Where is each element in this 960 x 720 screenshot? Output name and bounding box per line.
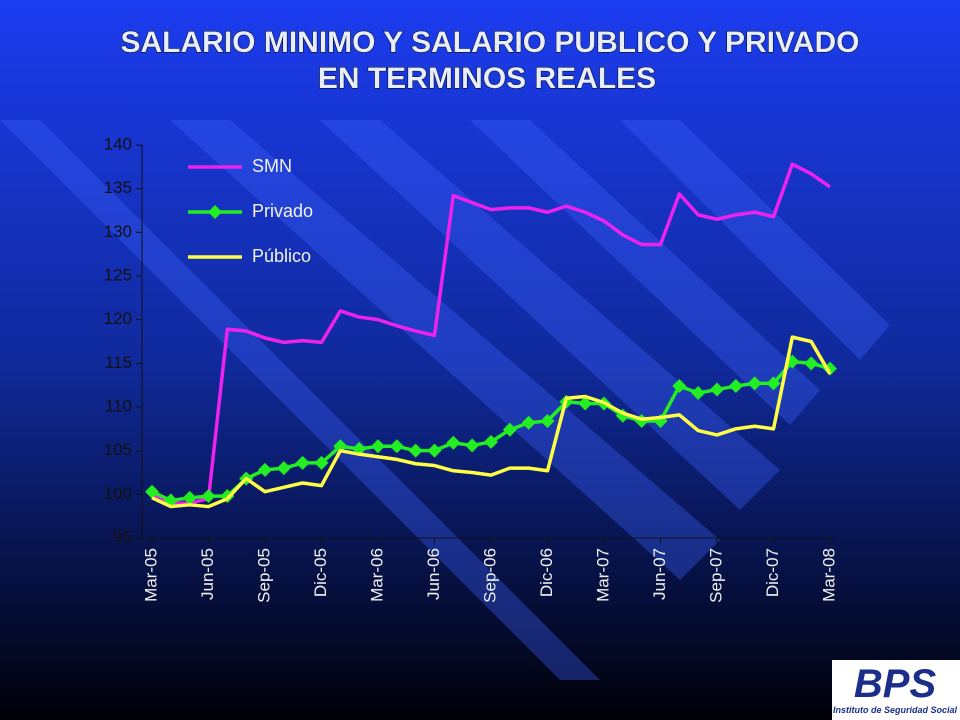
x-tick-label: Dic-06 bbox=[537, 548, 556, 597]
chart-title: SALARIO MINIMO Y SALARIO PUBLICO Y PRIVA… bbox=[121, 26, 860, 59]
chart-title: EN TERMINOS REALES bbox=[318, 62, 656, 95]
data-point bbox=[446, 435, 461, 450]
legend-label: SMN bbox=[252, 156, 292, 176]
series-line bbox=[151, 162, 831, 505]
data-point bbox=[766, 376, 781, 391]
x-tick-label: Jun-05 bbox=[198, 548, 217, 600]
y-tick-label: 140 bbox=[104, 134, 132, 153]
data-point bbox=[182, 490, 197, 505]
data-point bbox=[691, 386, 706, 401]
data-point bbox=[521, 415, 536, 430]
y-tick-label: 135 bbox=[104, 178, 132, 197]
data-point bbox=[427, 443, 442, 458]
data-point bbox=[314, 455, 329, 470]
data-point bbox=[578, 396, 593, 411]
decor-stripes bbox=[0, 120, 890, 680]
x-tick-label: Dic-07 bbox=[763, 548, 782, 597]
logo-name: BPS bbox=[854, 662, 937, 706]
data-point bbox=[389, 439, 404, 454]
x-tick-label: Mar-06 bbox=[367, 548, 386, 602]
legend-marker bbox=[208, 205, 222, 219]
legend-label: Privado bbox=[252, 201, 313, 221]
data-point bbox=[201, 489, 216, 504]
x-tick-label: Sep-06 bbox=[480, 548, 499, 603]
x-tick-label: Jun-07 bbox=[650, 548, 669, 600]
y-tick-label: 120 bbox=[104, 309, 132, 328]
data-point bbox=[540, 413, 555, 428]
x-tick-label: Mar-05 bbox=[141, 548, 160, 602]
x-tick-label: Dic-05 bbox=[311, 548, 330, 597]
legend-label: Público bbox=[252, 246, 311, 266]
data-point bbox=[465, 438, 480, 453]
data-point bbox=[747, 376, 762, 391]
data-point bbox=[484, 434, 498, 449]
logo-subtitle: Instituto de Seguridad Social bbox=[833, 705, 958, 715]
y-tick-label: 105 bbox=[104, 440, 132, 459]
data-point bbox=[804, 356, 819, 371]
data-point bbox=[672, 379, 687, 394]
y-tick-label: 95 bbox=[113, 527, 132, 546]
y-tick-label: 130 bbox=[104, 222, 132, 241]
data-point bbox=[408, 443, 423, 458]
logo: BPS Instituto de Seguridad Social bbox=[832, 660, 960, 720]
logo-box bbox=[832, 660, 960, 720]
data-point bbox=[710, 382, 724, 397]
data-point bbox=[371, 439, 385, 454]
x-tick-label: Sep-05 bbox=[254, 548, 273, 603]
data-point bbox=[728, 379, 743, 394]
x-tick-label: Sep-07 bbox=[706, 548, 725, 603]
y-tick-label: 110 bbox=[105, 396, 132, 415]
data-point bbox=[258, 462, 272, 477]
x-tick-label: Jun-06 bbox=[424, 548, 443, 600]
data-point bbox=[502, 422, 517, 437]
y-tick-label: 115 bbox=[105, 353, 132, 372]
data-point bbox=[276, 461, 291, 476]
data-point bbox=[295, 455, 310, 470]
data-point bbox=[145, 484, 159, 499]
y-tick-label: 125 bbox=[104, 265, 132, 284]
y-tick-label: 100 bbox=[104, 484, 132, 503]
series-line bbox=[151, 335, 832, 509]
x-tick-label: Mar-08 bbox=[819, 548, 838, 602]
x-tick-label: Mar-07 bbox=[593, 548, 612, 602]
